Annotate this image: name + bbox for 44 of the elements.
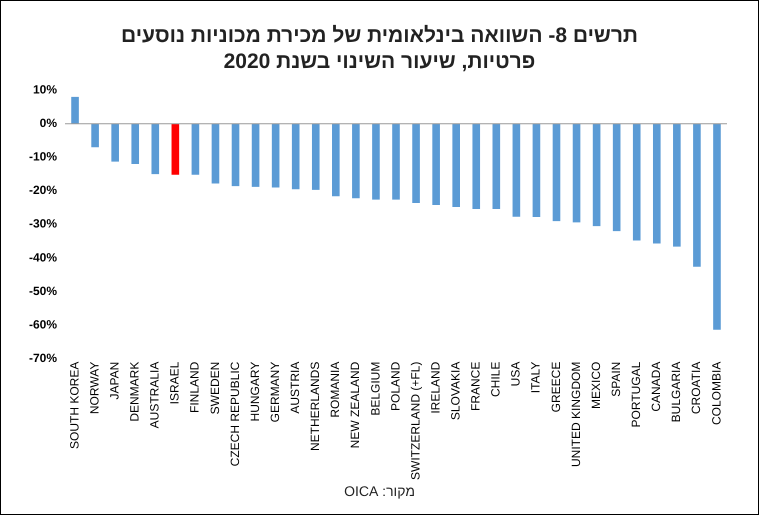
y-tick-label: -50% (29, 284, 58, 298)
x-tick-label: FRANCE (468, 362, 483, 411)
x-tick-label: PORTUGAL (629, 361, 644, 428)
x-tick-label: NEW ZEALAND (348, 361, 362, 448)
x-tick-label: CHILE (488, 362, 503, 397)
x-tick-label: USA (508, 362, 523, 386)
x-tick-label: MEXICO (588, 362, 603, 409)
y-tick-label: -40% (29, 250, 58, 264)
x-tick-label: CROATIA (689, 362, 704, 414)
x-tick-label: DENMARK (128, 362, 142, 422)
x-tick-label: GREECE (548, 362, 563, 412)
x-tick-label: ITALY (528, 362, 543, 394)
x-tick-label: GERMANY (268, 362, 282, 422)
y-tick-label: -70% (29, 350, 58, 365)
x-tick-label: SLOVAKIA (448, 362, 462, 420)
text: מקור: OICA (343, 483, 416, 499)
y-tick-label: -30% (29, 216, 58, 231)
x-tick-label: IRELAND (428, 361, 442, 414)
x-tick-label: FINLAND (188, 361, 202, 413)
y-tick-label: -20% (29, 183, 58, 198)
x-tick-label: COLOMBIA (709, 362, 724, 426)
x-tick-label: SPAIN (608, 362, 623, 397)
x-tick-label: SWITZERLAND (+FL) (408, 362, 422, 480)
x-tick-label: UNITED KINGDOM (568, 362, 583, 467)
x-tick-label: JAPAN (107, 362, 122, 400)
chart-title: תרשים 8- השוואה בינלאומית של מכירת מכוניות נוסעים פרטיות, שיעור השינוי בשנת 2020 (120, 23, 639, 75)
x-tick-label: CANADA (649, 362, 664, 412)
y-tick-label: -60% (29, 317, 58, 332)
y-tick-label: 10% (32, 82, 58, 97)
x-tick-label: BULGARIA (669, 362, 684, 422)
x-tick-label: AUSTRALIA (148, 362, 162, 428)
x-tick-label: CZECH REPUBLIC (228, 361, 242, 466)
x-tick-label: POLAND (388, 361, 402, 412)
x-tick-label: ISRAEL (168, 361, 182, 404)
y-tick-label: -10% (29, 150, 58, 164)
x-tick-label: AUSTRIA (288, 362, 302, 414)
x-tick-label: SOUTH KOREA (67, 362, 82, 450)
y-tick-label: 0% (40, 116, 58, 130)
x-tick-label: ROMANIA (328, 362, 342, 418)
x-tick-label: NORWAY (87, 362, 102, 414)
x-tick-label: NETHERLANDS (308, 362, 322, 452)
x-tick-label: HUNGARY (248, 362, 262, 422)
x-tick-label: SWEDEN (208, 362, 222, 414)
x-tick-label: BELGIUM (368, 362, 382, 416)
